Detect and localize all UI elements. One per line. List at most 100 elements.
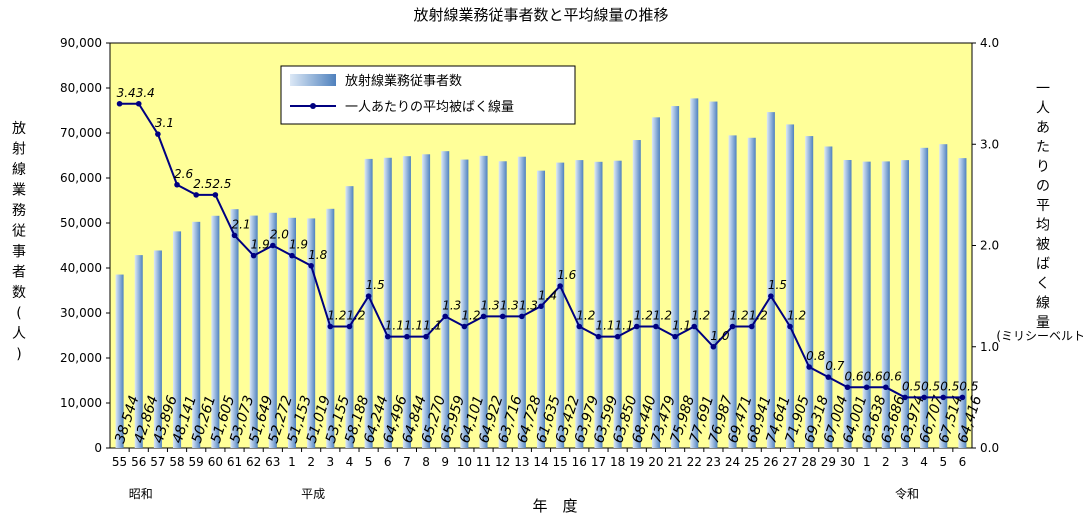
bar-3 <box>173 231 182 448</box>
bar-29 <box>671 106 680 448</box>
x-tick-1: 56 <box>131 455 146 469</box>
line-label-16: 1.1 <box>423 319 442 333</box>
x-axis: 55 56 57 58 59 60 61 62 63 1 2 3 4 5 6 7 8 9 10 11 12 13 14 15 1… <box>112 448 966 469</box>
y-axis-right: 0.0 1.0 2.0 3.0 4.0 <box>972 36 999 455</box>
line-label-37: 0.7 <box>825 359 844 373</box>
x-tick-7: 62 <box>246 455 261 469</box>
y-right-tick-2: 2.0 <box>980 239 999 253</box>
x-tick-36: 28 <box>802 455 817 469</box>
y-right-tick-1: 1.0 <box>980 340 999 354</box>
line-label-44: 0.5 <box>959 379 978 393</box>
line-point-41 <box>902 394 908 401</box>
bar-31 <box>709 101 718 448</box>
line-point-6 <box>231 232 238 239</box>
y-right-label-char-10: く <box>1036 276 1050 292</box>
line-label-29: 1.1 <box>672 319 691 333</box>
line-label-17: 1.3 <box>442 298 461 312</box>
bar-10 <box>307 218 316 448</box>
bar-23 <box>556 162 565 448</box>
bar-19 <box>479 155 488 448</box>
y-right-label-char-3: た <box>1036 140 1050 156</box>
line-point-15 <box>404 333 410 340</box>
line-label-18: 1.2 <box>461 309 480 323</box>
y-left-label-char-8: 数 <box>12 285 26 301</box>
x-tick-0: 55 <box>112 455 127 469</box>
y-right-tick-0: 0.0 <box>980 441 999 455</box>
x-tick-43: 5 <box>939 455 947 469</box>
x-tick-15: 7 <box>403 455 411 469</box>
line-point-4 <box>193 192 199 198</box>
line-label-13: 1.5 <box>366 278 385 292</box>
x-tick-23: 15 <box>553 455 568 469</box>
line-point-23 <box>557 283 563 289</box>
line-label-7: 1.9 <box>251 238 270 252</box>
x-tick-27: 19 <box>629 455 644 469</box>
line-label-10: 1.8 <box>308 248 327 262</box>
line-point-38 <box>844 384 851 391</box>
line-point-11 <box>327 323 334 330</box>
line-series <box>116 100 966 401</box>
y-left-tick-1: 10,000 <box>60 396 102 410</box>
bar-12 <box>345 186 354 449</box>
bar-39 <box>862 161 871 448</box>
bar-34 <box>766 112 775 448</box>
x-tick-14: 6 <box>384 455 392 469</box>
line-label-14: 1.1 <box>385 319 404 333</box>
line-point-17 <box>442 313 449 320</box>
bar-7 <box>249 215 258 448</box>
line-label-19: 1.3 <box>481 298 500 312</box>
line-label-15: 1.1 <box>404 319 423 333</box>
y-left-label-char-2: 線 <box>12 162 26 178</box>
line-point-40 <box>883 384 889 391</box>
x-tick-38: 30 <box>840 455 855 469</box>
x-tick-2: 57 <box>150 455 165 469</box>
x-tick-26: 18 <box>610 455 625 469</box>
x-tick-35: 27 <box>782 455 797 469</box>
y-left-tick-3: 30,000 <box>60 306 102 320</box>
bar-20 <box>498 161 507 448</box>
line-point-13 <box>365 293 372 299</box>
line-label-34: 1.5 <box>768 278 787 292</box>
bar-13 <box>364 158 373 449</box>
x-tick-5: 60 <box>208 455 223 469</box>
era-label-2: 令和 <box>895 486 919 501</box>
line-point-39 <box>863 384 870 391</box>
x-axis-label: 年 度 <box>532 497 577 515</box>
line-point-27 <box>633 323 640 330</box>
bar-36 <box>805 136 814 448</box>
y-left-tick-5: 50,000 <box>60 216 102 230</box>
bar-37 <box>824 146 833 448</box>
x-tick-40: 2 <box>882 455 890 469</box>
line-label-27: 1.2 <box>634 309 653 323</box>
x-tick-37: 29 <box>821 455 836 469</box>
y-right-label-char-7: 均 <box>1036 218 1050 234</box>
era-label-0: 昭和 <box>129 487 153 501</box>
x-tick-17: 9 <box>441 455 449 469</box>
line-point-44 <box>959 394 966 401</box>
chart-title: 放射線業務従事者数と平均線量の推移 <box>413 6 668 24</box>
bar-26 <box>613 160 622 449</box>
y-right-label-char-8: 被 <box>1036 237 1050 253</box>
line-label-42: 0.5 <box>921 379 940 393</box>
bar-14 <box>383 157 392 448</box>
bar-30 <box>690 98 699 448</box>
x-tick-44: 6 <box>959 455 967 469</box>
bar-21 <box>517 156 526 448</box>
legend-bar-label: 放射線業務従事者数 <box>345 73 462 89</box>
x-tick-8: 63 <box>265 455 280 469</box>
bar-27 <box>632 140 641 448</box>
line-label-11: 1.2 <box>327 309 346 323</box>
y-axis-left-label: 放射線業務従事者数 (人) <box>12 121 26 363</box>
x-tick-19: 11 <box>476 455 491 469</box>
bar-40 <box>881 161 890 448</box>
bar-35 <box>785 124 795 449</box>
line-label-40: 0.6 <box>883 369 902 383</box>
line-label-32: 1.2 <box>730 309 749 323</box>
bar-labels: 38,54442,86443,89648,14150,26151,60553,0… <box>112 394 985 446</box>
x-tick-29: 21 <box>667 455 682 469</box>
x-tick-3: 58 <box>169 455 184 469</box>
y-axis-right-unit: (ミリシーベルト) <box>996 329 1083 343</box>
y-right-tick-3: 3.0 <box>980 137 999 151</box>
line-point-31 <box>710 343 717 350</box>
bar-1 <box>134 255 143 448</box>
